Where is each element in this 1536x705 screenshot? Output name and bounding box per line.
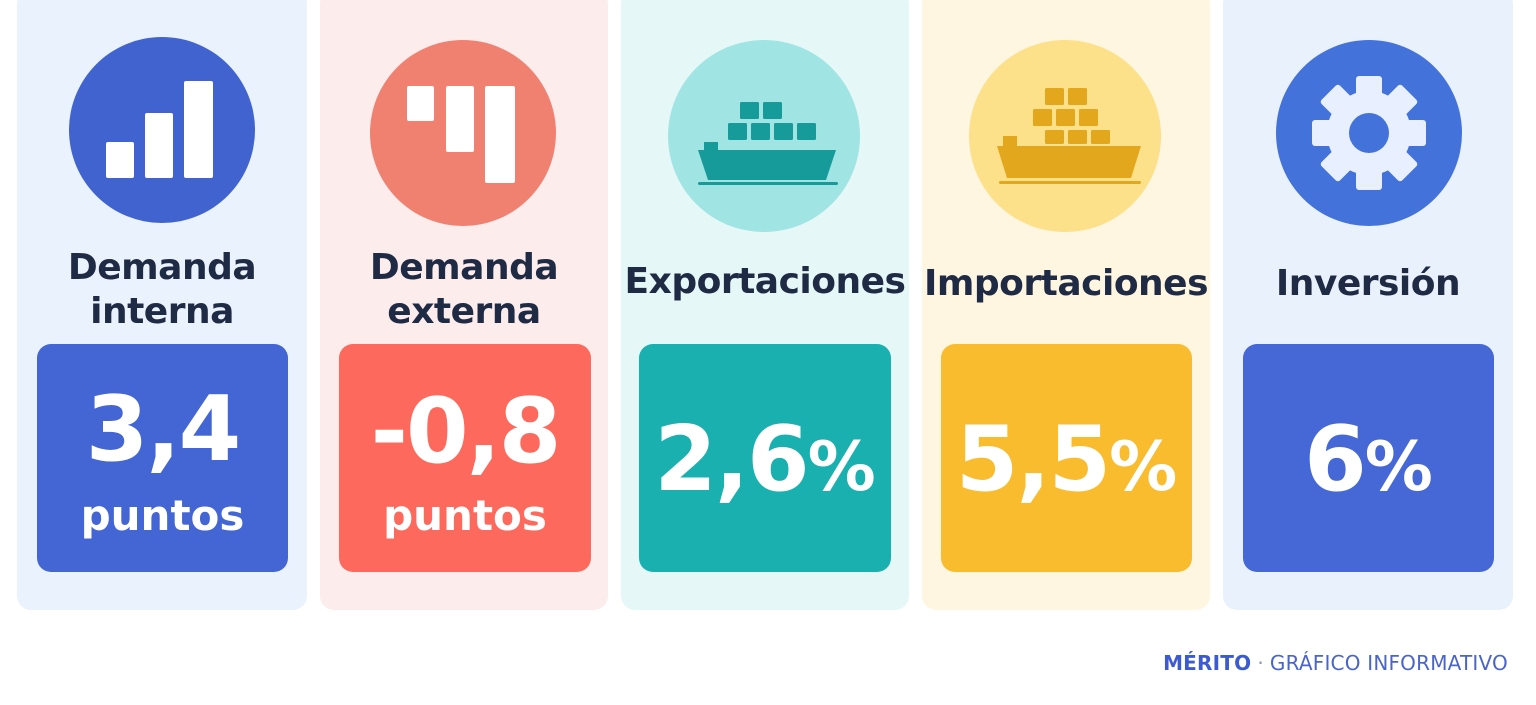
card-title: Inversión	[1275, 263, 1461, 304]
card-inversion: Inversión 6%	[1223, 0, 1513, 610]
value-box: -0,8 puntos	[339, 344, 591, 572]
card-demanda-interna: Demanda interna 3,4 puntos	[17, 0, 307, 610]
value-number: -0,8	[370, 379, 562, 484]
card-title: Demanda externa	[369, 247, 559, 332]
card-demanda-externa: Demanda externa -0,8 puntos	[320, 0, 608, 610]
brand-name: MÉRITO	[1163, 651, 1252, 675]
card-title: Importaciones	[923, 263, 1209, 304]
value-number: 5,5%	[955, 407, 1178, 512]
card-importaciones: Importaciones 5,5%	[922, 0, 1210, 610]
gear-icon	[1276, 40, 1462, 226]
value-number: 3,4	[85, 377, 241, 482]
card-exportaciones: Exportaciones 2,6%	[621, 0, 909, 610]
card-title: Exportaciones	[624, 261, 906, 302]
bar-chart-icon	[69, 37, 255, 223]
descending-bars-icon	[370, 40, 556, 226]
cargo-ship-icon	[668, 40, 860, 232]
value-box: 2,6%	[639, 344, 891, 572]
footer-label: GRÁFICO INFORMATIVO	[1269, 651, 1508, 675]
infographic-cards: Demanda interna 3,4 puntos Demanda exter…	[17, 0, 1517, 610]
value-box: 3,4 puntos	[37, 344, 288, 572]
footer-separator: ·	[1257, 651, 1264, 675]
value-number: 6%	[1304, 407, 1433, 512]
value-unit: puntos	[383, 491, 547, 540]
value-box: 5,5%	[941, 344, 1192, 572]
value-unit: puntos	[80, 491, 245, 540]
footer-credit: MÉRITO · GRÁFICO INFORMATIVO	[1163, 650, 1508, 676]
value-number: 2,6%	[654, 407, 876, 512]
value-box: 6%	[1243, 344, 1494, 572]
card-title: Demanda interna	[67, 247, 257, 332]
cargo-ship-icon	[969, 40, 1161, 232]
